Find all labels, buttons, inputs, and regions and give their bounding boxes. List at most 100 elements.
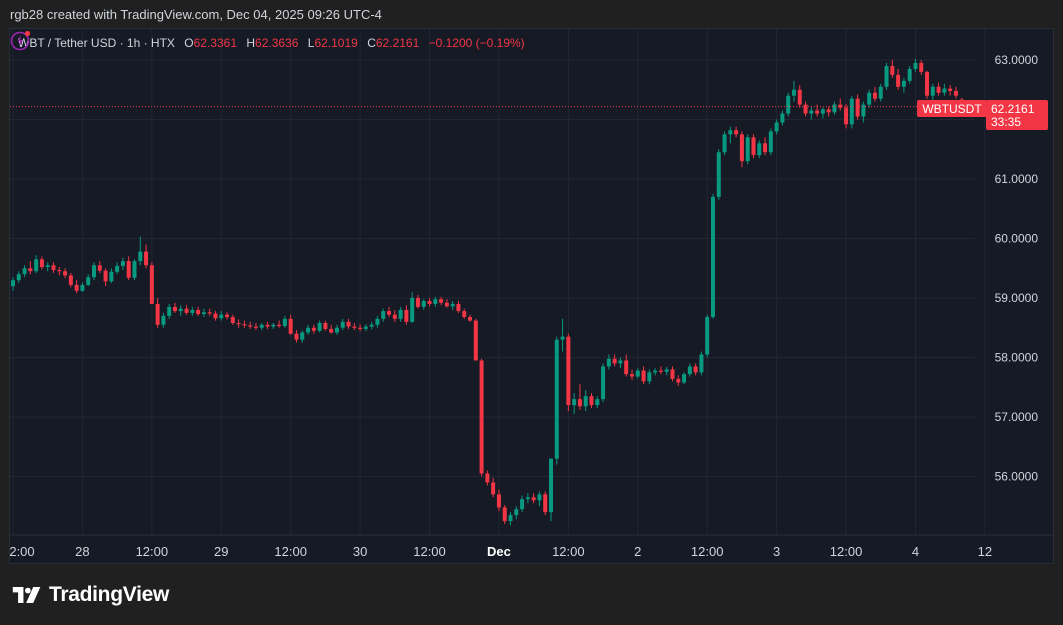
legend-close-label: C bbox=[367, 36, 376, 50]
candle bbox=[896, 68, 901, 90]
candle-body bbox=[39, 259, 44, 268]
candle-body bbox=[323, 322, 328, 329]
candle-body bbox=[693, 366, 698, 373]
candle-body bbox=[664, 369, 669, 372]
y-tick-label: 57.0000 bbox=[995, 410, 1039, 424]
candle-body bbox=[809, 110, 814, 114]
candle bbox=[381, 308, 386, 322]
candle-body bbox=[855, 98, 860, 117]
candle-body bbox=[942, 88, 947, 93]
chart-panel[interactable]: WBT / Tether USD · 1h · HTX O62.3361 H62… bbox=[9, 28, 1054, 564]
candle-body bbox=[462, 311, 467, 318]
candle-body bbox=[705, 317, 710, 355]
candle bbox=[398, 306, 403, 322]
candle-body bbox=[34, 259, 39, 272]
candle-body bbox=[167, 306, 172, 316]
candle bbox=[687, 363, 692, 377]
candle-body bbox=[410, 298, 415, 322]
candle-body bbox=[120, 261, 125, 266]
ohlc-legend: WBT / Tether USD · 1h · HTX O62.3361 H62… bbox=[18, 36, 525, 50]
candle bbox=[230, 314, 235, 325]
x-tick-label: 12:00 bbox=[136, 544, 169, 559]
legend-symbol[interactable]: WBT / Tether USD · 1h · HTX bbox=[18, 36, 175, 50]
candle-body bbox=[63, 271, 68, 276]
candle-body bbox=[572, 399, 577, 406]
candle bbox=[566, 333, 571, 412]
candle-body bbox=[415, 298, 420, 307]
candle-body bbox=[184, 308, 189, 313]
x-tick-label: 12 bbox=[978, 544, 992, 559]
candle-body bbox=[259, 324, 264, 328]
candle-body bbox=[369, 324, 374, 327]
candle bbox=[213, 311, 218, 321]
candle-body bbox=[236, 322, 241, 325]
candle bbox=[149, 262, 154, 304]
candle bbox=[39, 256, 44, 270]
tradingview-logo[interactable]: TradingView bbox=[11, 583, 169, 607]
candle-body bbox=[699, 354, 704, 373]
y-tick-label: 58.0000 bbox=[995, 351, 1039, 365]
candle-body bbox=[358, 327, 363, 329]
candle bbox=[358, 324, 363, 332]
candle bbox=[589, 393, 594, 409]
last-price-tag: WBTUSDT 62.2161 33:35 bbox=[917, 100, 1048, 130]
lightning-icon[interactable] bbox=[10, 29, 32, 51]
candle bbox=[913, 58, 918, 72]
candle bbox=[786, 92, 791, 117]
x-tick-label: 4 bbox=[912, 544, 919, 559]
candle bbox=[658, 366, 663, 375]
candle-body bbox=[826, 109, 831, 113]
candle-body bbox=[300, 332, 305, 340]
candle bbox=[236, 319, 241, 328]
candle-body bbox=[456, 303, 461, 312]
candle bbox=[774, 119, 779, 135]
candle bbox=[115, 262, 120, 275]
candle-body bbox=[103, 270, 108, 282]
candle-body bbox=[595, 399, 600, 406]
candle-body bbox=[647, 372, 652, 382]
candle-body bbox=[115, 265, 120, 272]
candle bbox=[456, 300, 461, 313]
symbol-tag-text: WBTUSDT bbox=[922, 102, 982, 116]
x-tick-label: 30 bbox=[353, 544, 367, 559]
candle-body bbox=[468, 317, 473, 321]
candle bbox=[473, 318, 478, 361]
tradingview-logo-icon bbox=[12, 587, 41, 603]
candle-body bbox=[618, 360, 623, 364]
candle-body bbox=[51, 265, 56, 271]
candle bbox=[178, 305, 183, 316]
candle-body bbox=[514, 509, 519, 516]
candle-body bbox=[375, 318, 380, 325]
candle bbox=[57, 267, 62, 276]
candle bbox=[340, 318, 345, 331]
candle bbox=[45, 262, 50, 272]
candlestick-chart[interactable]: 56.0000 57.0000 58.0000 59.0000 60.0000 61.00… bbox=[10, 29, 1053, 563]
candle-body bbox=[11, 280, 15, 287]
candle bbox=[28, 261, 33, 275]
y-tick-label: 56.0000 bbox=[995, 470, 1039, 484]
candle bbox=[936, 82, 941, 96]
candle bbox=[109, 268, 114, 284]
candle-body bbox=[306, 327, 311, 333]
candle bbox=[618, 357, 623, 369]
candle-body bbox=[849, 98, 854, 125]
x-tick-label: 12:00 bbox=[830, 544, 863, 559]
x-tick-label: 2:00 bbox=[10, 544, 35, 559]
time-axis[interactable]: 2:00 28 12:00 29 12:00 30 12:00 Dec 12:00 2 12:00 3… bbox=[10, 544, 992, 559]
candle bbox=[878, 83, 883, 102]
y-tick-label: 63.0000 bbox=[995, 53, 1039, 67]
candle-body bbox=[392, 314, 397, 319]
candle-body bbox=[473, 320, 478, 361]
candle-body bbox=[265, 324, 270, 327]
candle-body bbox=[132, 261, 137, 278]
candle-body bbox=[589, 396, 594, 406]
candle bbox=[838, 98, 843, 111]
candle bbox=[560, 318, 565, 352]
candle bbox=[826, 106, 831, 117]
candle bbox=[901, 77, 906, 93]
candle bbox=[34, 255, 39, 274]
candle bbox=[97, 261, 102, 274]
candle-body bbox=[901, 80, 906, 87]
candle bbox=[462, 308, 467, 319]
price-tag-countdown: 33:35 bbox=[991, 115, 1021, 129]
